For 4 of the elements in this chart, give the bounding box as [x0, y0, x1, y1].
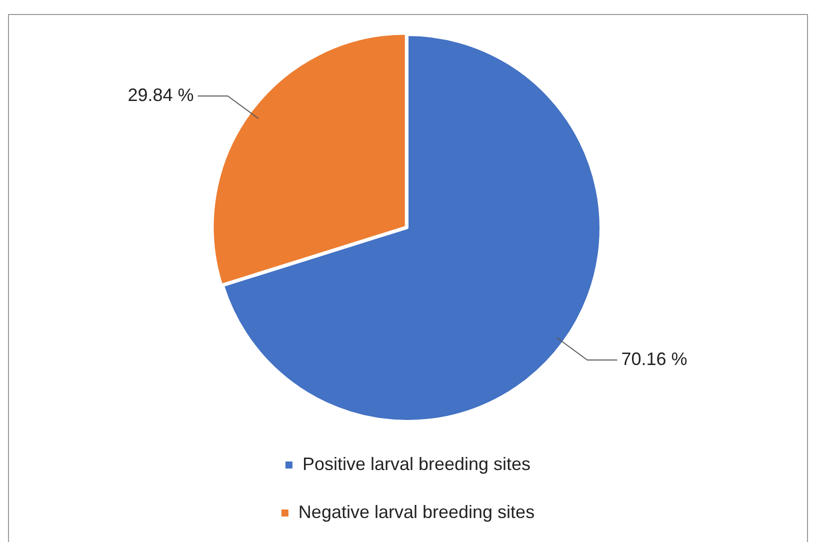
- legend-label: Positive larval breeding sites: [302, 454, 531, 474]
- legend-label: Negative larval breeding sites: [298, 502, 535, 522]
- data-label: 70.16 %: [621, 348, 688, 369]
- data-label: 29.84 %: [128, 84, 194, 105]
